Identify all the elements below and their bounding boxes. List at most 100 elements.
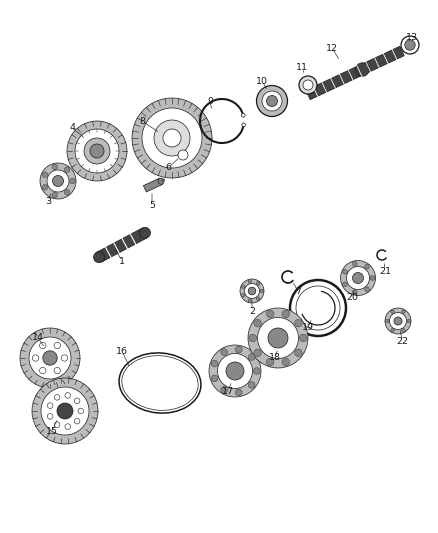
Text: 12: 12 xyxy=(326,44,338,52)
Circle shape xyxy=(262,91,282,111)
Text: 14: 14 xyxy=(32,334,44,343)
Circle shape xyxy=(346,266,370,289)
Text: 10: 10 xyxy=(256,77,268,85)
Circle shape xyxy=(70,178,75,184)
Circle shape xyxy=(385,319,389,323)
Circle shape xyxy=(61,355,68,361)
Circle shape xyxy=(295,349,302,357)
Text: 5: 5 xyxy=(149,200,155,209)
Circle shape xyxy=(53,175,64,187)
Circle shape xyxy=(407,319,410,323)
Circle shape xyxy=(241,294,245,297)
Circle shape xyxy=(405,40,415,50)
Circle shape xyxy=(248,382,255,389)
Circle shape xyxy=(94,252,105,263)
Circle shape xyxy=(90,144,104,158)
Circle shape xyxy=(389,312,406,329)
Circle shape xyxy=(365,287,369,292)
Circle shape xyxy=(266,358,274,366)
Circle shape xyxy=(300,334,307,342)
Circle shape xyxy=(340,261,375,295)
Circle shape xyxy=(20,328,80,388)
Circle shape xyxy=(256,281,260,285)
Circle shape xyxy=(163,129,181,147)
Circle shape xyxy=(303,80,313,90)
Text: 4: 4 xyxy=(69,124,75,133)
Circle shape xyxy=(241,285,245,288)
Circle shape xyxy=(221,386,227,393)
Circle shape xyxy=(248,308,308,368)
Circle shape xyxy=(47,403,53,408)
Circle shape xyxy=(235,346,242,353)
Circle shape xyxy=(52,164,57,169)
Circle shape xyxy=(65,424,71,430)
Text: 17: 17 xyxy=(222,386,234,395)
Text: 22: 22 xyxy=(396,336,408,345)
Circle shape xyxy=(178,150,188,160)
Circle shape xyxy=(266,95,278,107)
Text: 9: 9 xyxy=(207,96,213,106)
Circle shape xyxy=(74,398,80,403)
Circle shape xyxy=(282,358,290,366)
Circle shape xyxy=(299,76,317,94)
Circle shape xyxy=(401,36,419,54)
Circle shape xyxy=(41,387,89,435)
Circle shape xyxy=(84,138,110,164)
Circle shape xyxy=(64,190,70,195)
Text: 13: 13 xyxy=(406,34,418,43)
Circle shape xyxy=(54,394,60,400)
Circle shape xyxy=(209,345,261,397)
Text: 7: 7 xyxy=(295,287,301,295)
Circle shape xyxy=(268,328,288,348)
Circle shape xyxy=(142,108,202,168)
Text: 2: 2 xyxy=(249,306,255,316)
Circle shape xyxy=(365,264,369,269)
Circle shape xyxy=(221,349,227,356)
Circle shape xyxy=(242,123,245,127)
Circle shape xyxy=(295,319,302,327)
Circle shape xyxy=(139,227,151,238)
Circle shape xyxy=(42,184,48,190)
Circle shape xyxy=(248,298,251,302)
Circle shape xyxy=(75,129,119,173)
Text: 8: 8 xyxy=(139,117,145,125)
Circle shape xyxy=(244,284,259,298)
Circle shape xyxy=(343,282,347,287)
Text: 3: 3 xyxy=(45,197,51,206)
Circle shape xyxy=(402,328,405,332)
Text: 18: 18 xyxy=(269,353,281,362)
Circle shape xyxy=(39,342,46,349)
Circle shape xyxy=(282,310,290,318)
Circle shape xyxy=(57,403,73,419)
Circle shape xyxy=(211,360,218,367)
Circle shape xyxy=(32,378,98,444)
Circle shape xyxy=(64,167,70,173)
Circle shape xyxy=(343,269,347,274)
Text: 6: 6 xyxy=(165,164,171,173)
Circle shape xyxy=(47,170,69,192)
Text: 20: 20 xyxy=(346,294,358,303)
Circle shape xyxy=(394,317,402,325)
Circle shape xyxy=(54,342,60,349)
Polygon shape xyxy=(96,228,148,262)
Ellipse shape xyxy=(122,356,198,410)
Circle shape xyxy=(240,279,264,303)
Circle shape xyxy=(39,367,46,374)
Polygon shape xyxy=(306,46,404,100)
Circle shape xyxy=(260,289,264,293)
Circle shape xyxy=(67,121,127,181)
Circle shape xyxy=(218,353,252,389)
Circle shape xyxy=(154,120,190,156)
Circle shape xyxy=(54,367,60,374)
Circle shape xyxy=(356,63,369,76)
Circle shape xyxy=(235,389,242,396)
Circle shape xyxy=(353,272,364,284)
Circle shape xyxy=(40,163,76,199)
Circle shape xyxy=(248,280,251,284)
Circle shape xyxy=(266,310,274,318)
Circle shape xyxy=(158,178,164,184)
Circle shape xyxy=(74,418,80,424)
Circle shape xyxy=(370,276,375,280)
Circle shape xyxy=(32,355,39,361)
Polygon shape xyxy=(143,178,162,192)
